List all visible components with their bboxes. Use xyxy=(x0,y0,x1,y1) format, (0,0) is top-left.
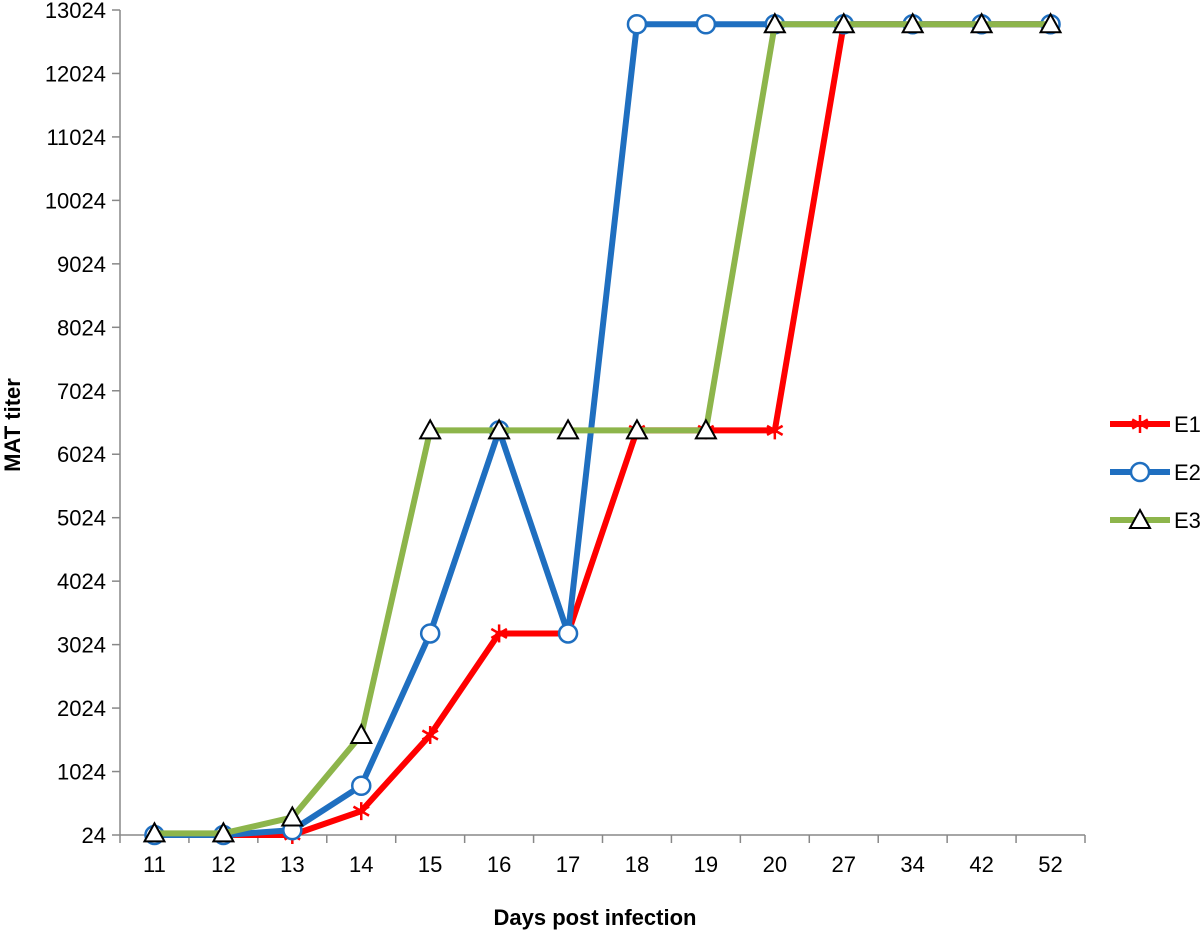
legend-marker xyxy=(1129,461,1151,483)
y-tick-label: 2024 xyxy=(57,696,106,721)
data-point xyxy=(487,418,511,440)
legend-label: E3 xyxy=(1174,508,1200,533)
data-point xyxy=(349,722,373,744)
x-tick-label: 13 xyxy=(280,852,304,877)
asterisk-stroke xyxy=(352,805,370,817)
asterisk-stroke xyxy=(421,729,439,741)
data-point xyxy=(969,12,994,34)
legend-label: E2 xyxy=(1174,460,1200,485)
x-tick-label: 27 xyxy=(832,852,856,877)
data-point xyxy=(626,13,648,35)
y-tick-label: 6024 xyxy=(57,442,106,467)
data-point xyxy=(490,624,508,643)
data-point xyxy=(211,821,236,843)
data-point xyxy=(421,725,439,744)
y-axis-title: MAT titer xyxy=(0,378,25,472)
legend-marker xyxy=(1128,507,1152,529)
legend-item-e2: E2 xyxy=(1110,460,1200,485)
y-tick-label: 12024 xyxy=(45,61,106,86)
legend-item-e1: E1 xyxy=(1110,412,1200,437)
y-tick-label: 7024 xyxy=(57,379,106,404)
x-tick-label: 18 xyxy=(625,852,649,877)
y-tick-label: 5024 xyxy=(57,506,106,531)
asterisk-stroke xyxy=(766,424,784,436)
y-tick-label: 10024 xyxy=(45,188,106,213)
y-tick-label: 11024 xyxy=(46,125,106,150)
data-point xyxy=(695,13,717,35)
x-tick-label: 34 xyxy=(900,852,924,877)
x-tick-label: 16 xyxy=(487,852,511,877)
asterisk-stroke xyxy=(1131,418,1149,430)
data-point xyxy=(625,418,649,440)
legend: E1 E2 E3 xyxy=(1110,412,1200,533)
y-tick-label: 9024 xyxy=(57,252,106,277)
data-point xyxy=(142,821,167,843)
y-tick-label: 4024 xyxy=(57,569,106,594)
x-axis-title: Days post infection xyxy=(494,905,697,930)
y-tick-label: 24 xyxy=(82,823,106,848)
y-tick-label: 1024 xyxy=(57,760,106,785)
data-point xyxy=(418,418,442,440)
x-tick-label: 15 xyxy=(418,852,442,877)
data-point xyxy=(352,802,370,821)
data-point xyxy=(419,623,441,644)
axes xyxy=(112,9,1086,843)
x-tick-label: 42 xyxy=(969,852,993,877)
series-layer xyxy=(142,12,1063,846)
y-tick-label: 13024 xyxy=(45,0,106,23)
legend-item-e3: E3 xyxy=(1110,507,1200,533)
legend-marker xyxy=(1131,415,1149,433)
tick-labels: 24 1024 2024 3024 4024 5024 6024 7024 8024 9024 10… xyxy=(45,0,1063,877)
data-point xyxy=(351,775,372,797)
x-tick-label: 12 xyxy=(211,852,235,877)
data-point xyxy=(766,421,784,440)
legend-label: E1 xyxy=(1174,412,1200,437)
x-tick-label: 14 xyxy=(349,852,373,877)
data-point xyxy=(763,12,787,34)
x-tick-label: 19 xyxy=(694,852,718,877)
x-tick-label: 17 xyxy=(556,852,580,877)
data-point xyxy=(900,12,925,34)
series-line xyxy=(154,21,1051,837)
y-tick-label: 8024 xyxy=(57,315,106,340)
data-point xyxy=(280,805,305,827)
data-point xyxy=(1038,12,1063,34)
asterisk-stroke xyxy=(490,627,508,640)
x-tick-label: 52 xyxy=(1038,852,1062,877)
data-point xyxy=(694,418,718,440)
data-point xyxy=(832,12,856,34)
x-tick-label: 20 xyxy=(763,852,787,877)
data-point xyxy=(557,623,579,644)
data-point xyxy=(556,418,580,440)
series-e3 xyxy=(142,12,1063,843)
y-tick-label: 3024 xyxy=(57,633,106,658)
x-tick-label: 11 xyxy=(143,852,166,877)
